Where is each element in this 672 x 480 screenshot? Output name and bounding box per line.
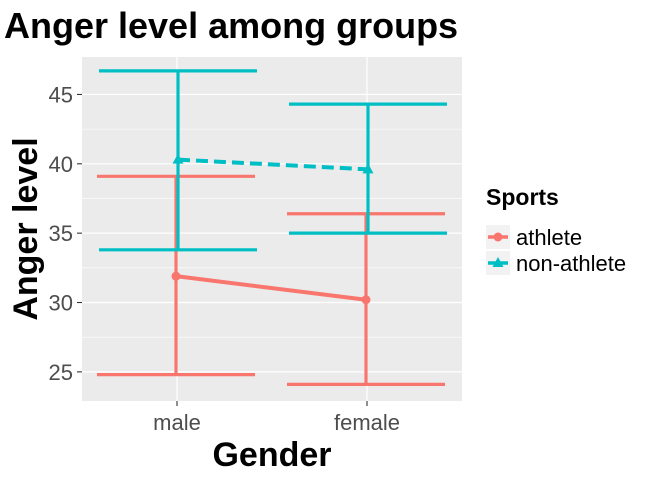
legend-label-athlete: athlete [516,225,582,250]
point-athlete [361,295,371,305]
y-tick-label: 45 [49,82,73,107]
legend-key-marker-non-athlete [492,257,504,267]
legend-title: Sports [486,184,559,210]
y-tick-label: 40 [49,152,73,177]
y-tick-label: 30 [49,291,73,316]
legend-key-marker-athlete [493,232,503,242]
point-non-athlete [172,153,184,164]
chart-title: Anger level among groups [4,5,458,46]
y-tick-label: 35 [49,221,73,246]
plot-panel [82,57,462,401]
x-tick-label: male [153,410,201,435]
point-athlete [171,271,181,281]
point-non-athlete [362,163,374,174]
x-tick-label: female [334,410,400,435]
series-line-athlete [175,274,367,302]
y-tick-label: 25 [49,360,73,385]
series-non-athlete [99,69,447,252]
series-athlete [97,174,445,386]
data-layer [97,69,447,386]
axes: 25 30 35 40 45 male female [49,82,401,435]
x-axis-title: Gender [212,436,331,474]
y-axis-title: Anger level [7,137,45,320]
legend-label-non-athlete: non-athlete [516,251,626,276]
series-line-non-athlete [177,157,369,172]
